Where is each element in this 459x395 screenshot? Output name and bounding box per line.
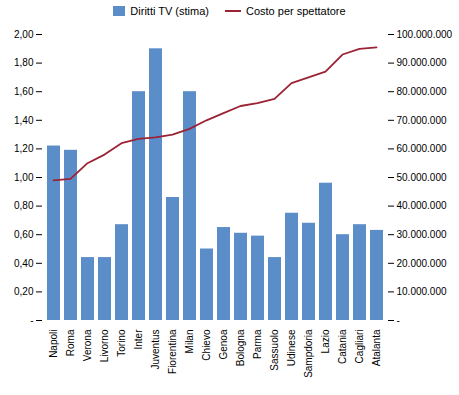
svg-text:30.000.000: 30.000.000 (397, 229, 447, 240)
svg-text:Cagliari: Cagliari (354, 330, 365, 364)
svg-text:Livorno: Livorno (99, 329, 110, 362)
svg-text:Fiorentina: Fiorentina (167, 329, 178, 374)
svg-text:0,80: 0,80 (14, 200, 34, 211)
svg-text:Milan: Milan (184, 330, 195, 354)
svg-text:Juventus: Juventus (150, 330, 161, 370)
svg-text:Atalanta: Atalanta (371, 329, 382, 366)
svg-text:Sampdoria: Sampdoria (303, 329, 314, 378)
svg-text:Inter: Inter (133, 329, 144, 350)
svg-text:0,60: 0,60 (14, 229, 34, 240)
svg-text:1,60: 1,60 (14, 86, 34, 97)
svg-text:0,20: 0,20 (14, 286, 34, 297)
svg-text:20.000.000: 20.000.000 (397, 258, 447, 269)
svg-text:-: - (397, 315, 400, 326)
svg-text:-: - (30, 315, 33, 326)
svg-text:1,40: 1,40 (14, 115, 34, 126)
svg-text:Torino: Torino (116, 329, 127, 357)
svg-text:Lazio: Lazio (320, 329, 331, 353)
svg-text:2,00: 2,00 (14, 29, 34, 40)
svg-text:90.000.000: 90.000.000 (397, 57, 447, 68)
svg-text:0,40: 0,40 (14, 258, 34, 269)
svg-text:1,20: 1,20 (14, 143, 34, 154)
svg-text:70.000.000: 70.000.000 (397, 115, 447, 126)
svg-text:50.000.000: 50.000.000 (397, 172, 447, 183)
svg-text:10.000.000: 10.000.000 (397, 286, 447, 297)
svg-text:Napoli: Napoli (48, 330, 59, 358)
svg-text:1,00: 1,00 (14, 172, 34, 183)
html-text:Costo per spettatore: Costo per spettatore (246, 5, 346, 17)
svg-text:80.000.000: 80.000.000 (397, 86, 447, 97)
svg-text:60.000.000: 60.000.000 (397, 143, 447, 154)
svg-text:Bologna: Bologna (235, 329, 246, 366)
svg-text:Parma: Parma (252, 329, 263, 359)
svg-text:100.000.000: 100.000.000 (397, 29, 453, 40)
svg-text:Roma: Roma (65, 329, 76, 356)
svg-text:Verona: Verona (82, 329, 93, 361)
svg-text:1,80: 1,80 (14, 57, 34, 68)
svg-text:Sassuolo: Sassuolo (269, 329, 280, 371)
svg-text:40.000.000: 40.000.000 (397, 200, 447, 211)
svg-text:Chievo: Chievo (201, 329, 212, 361)
html-text:Diritti TV (stima): Diritti TV (stima) (130, 5, 209, 17)
svg-text:Udinese: Udinese (286, 329, 297, 366)
svg-text:Genoa: Genoa (218, 329, 229, 359)
svg-text:Catania: Catania (337, 329, 348, 364)
